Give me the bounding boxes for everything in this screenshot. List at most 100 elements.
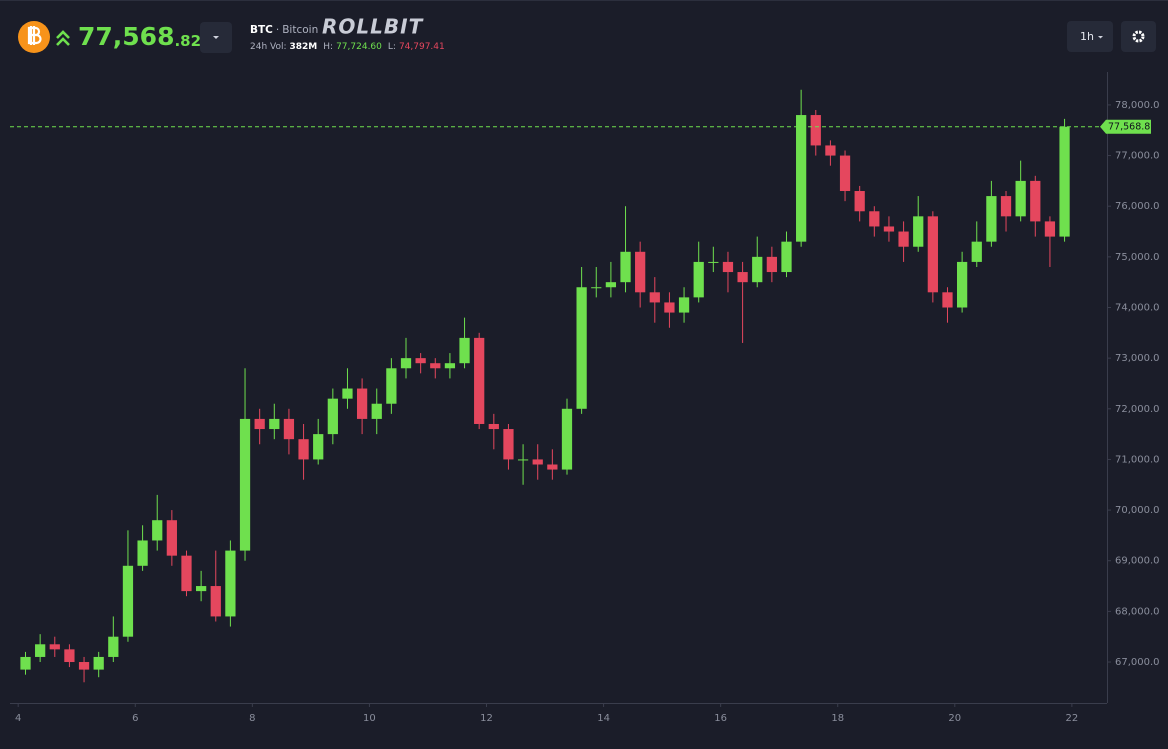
candle-body [678, 297, 690, 313]
up-chevrons [56, 30, 70, 46]
candle-body [561, 408, 573, 470]
candle-body [64, 649, 75, 663]
candle-body [605, 282, 617, 288]
symbol: BTC [250, 24, 273, 36]
x-tick-label: 22 [1066, 713, 1079, 724]
x-tick-label: 6 [132, 713, 138, 724]
x-tick-label: 12 [480, 713, 493, 724]
candle-body [854, 191, 865, 212]
candle-body [620, 251, 631, 283]
x-tick-label: 8 [249, 713, 255, 724]
interval: 1h [1080, 30, 1094, 43]
candle-body [635, 251, 646, 293]
candle-body [210, 586, 221, 617]
candle-body [883, 226, 895, 232]
price: 77,568.82 [78, 22, 201, 51]
x-tick-label: 18 [831, 713, 844, 724]
symbol-line: BTC · Bitcoin [250, 24, 318, 36]
dropdown-caret [213, 36, 219, 39]
candle-body [327, 398, 338, 435]
separator: · [276, 24, 279, 36]
x-tick-label: 14 [597, 713, 610, 724]
btc-glyph [27, 26, 42, 45]
y-tick-label: 67,000.0 [1115, 657, 1160, 668]
candle-body [239, 418, 251, 551]
high: 77,724.60 [336, 42, 382, 52]
candle-body [474, 337, 485, 424]
candle-body [576, 287, 587, 409]
candle-body [547, 464, 558, 470]
y-tick-label: 77,000.0 [1115, 151, 1160, 162]
last-price-tag [1100, 119, 1151, 134]
x-tick-label: 4 [15, 713, 21, 724]
y-tick-label: 73,000.0 [1115, 353, 1160, 364]
candle-body [78, 662, 90, 670]
y-tick-label: 78,000.0 [1115, 100, 1160, 111]
y-tick-label: 72,000.0 [1115, 404, 1160, 415]
candle-body [1015, 180, 1026, 217]
x-tick-label: 10 [363, 713, 376, 724]
candle-body [927, 216, 938, 293]
interval-caret [1098, 36, 1103, 39]
brand: ROLLBIT [322, 15, 424, 39]
candle-body [488, 423, 499, 430]
candle-body [371, 403, 382, 419]
candle-body [49, 644, 60, 650]
stats-line: 24h Vol: 382M H: 77,724.60 L: 74,797.41 [250, 42, 445, 52]
settings-icon [1132, 30, 1145, 43]
price-decimals: .82 [174, 32, 201, 50]
candle-body [342, 388, 353, 399]
candle-body [108, 636, 119, 657]
candle-body [356, 388, 368, 419]
low: 74,797.41 [399, 42, 445, 52]
coin-name: Bitcoin [282, 24, 318, 36]
y-tick-label: 69,000.0 [1115, 556, 1160, 567]
candle-body [196, 586, 207, 592]
last-price-label: 77,568.8 [1108, 121, 1150, 132]
price-main: 77,568 [78, 22, 174, 51]
candle-body [722, 261, 734, 273]
candle-body [649, 292, 660, 303]
candle-body [869, 211, 880, 227]
candle-body [766, 256, 777, 273]
x-tick-label: 16 [714, 713, 727, 724]
candle-body [430, 363, 441, 369]
candle-body [122, 565, 134, 637]
settings-button[interactable] [1121, 21, 1156, 52]
candle-body [298, 439, 309, 460]
candle-body [152, 520, 163, 541]
candle-body [693, 261, 704, 298]
candle-body [444, 363, 456, 369]
y-tick-label: 70,000.0 [1115, 505, 1160, 516]
interval-button[interactable] [1067, 21, 1113, 52]
candle-body [386, 368, 397, 404]
candle-body [166, 520, 177, 556]
candle-body [283, 418, 295, 440]
candle-body [1000, 196, 1012, 217]
candle-body [35, 644, 46, 657]
candle-body [93, 656, 104, 670]
candle-body [400, 358, 412, 369]
candle-body [942, 292, 953, 308]
candle-body [532, 459, 543, 465]
candle-body [1044, 221, 1056, 237]
high-label: H: [323, 42, 333, 52]
candle-body [971, 241, 982, 262]
candle-body [781, 241, 792, 273]
candle-body [254, 418, 265, 430]
candle-body [181, 555, 192, 592]
candle-body [137, 540, 148, 566]
y-tick-label: 76,000.0 [1115, 201, 1160, 212]
candle-body [517, 459, 529, 461]
candle-body [591, 287, 602, 289]
candle-body [913, 216, 924, 247]
candle-body [503, 429, 514, 460]
candle-body [225, 550, 236, 617]
candle-body [810, 115, 821, 146]
candle-body [986, 196, 997, 242]
y-tick-label: 75,000.0 [1115, 252, 1160, 263]
candle-body [20, 656, 31, 670]
y-tick-label: 71,000.0 [1115, 454, 1160, 465]
y-tick-label: 74,000.0 [1115, 303, 1160, 314]
